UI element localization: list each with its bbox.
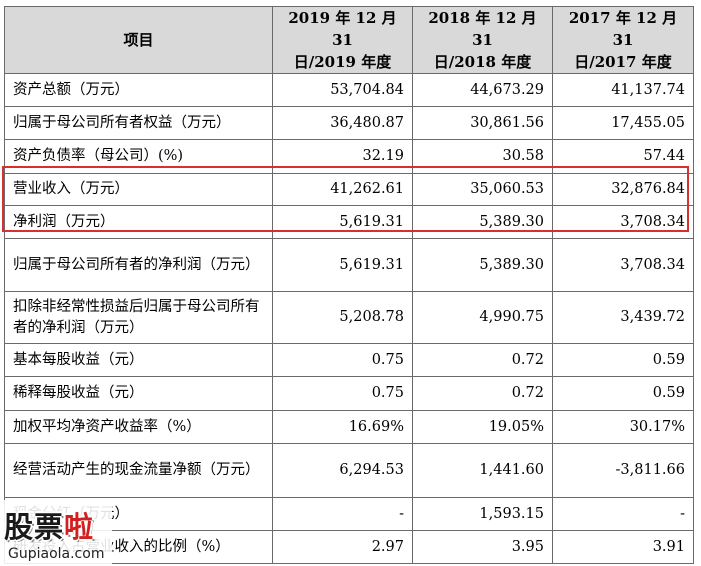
cell-2019: 6,294.53 [272, 443, 413, 498]
table-row: 基本每股收益（元） 0.75 0.72 0.59 [4, 343, 694, 377]
cell-2017: 30.17% [552, 410, 694, 444]
cell-2018: 5,389.30 [412, 238, 553, 292]
cell-2017: 0.59 [552, 376, 694, 411]
cell-2018: 4,990.75 [412, 291, 553, 344]
cell-2018: 0.72 [412, 343, 553, 377]
row-label: 扣除非经常性损益后归属于母公司所有者的净利润（万元） [4, 291, 273, 344]
row-label: 资产负债率（母公司）(%) [4, 139, 273, 174]
cell-2017: 0.59 [552, 343, 694, 377]
cell-2017: 3,708.34 [552, 238, 694, 292]
table-row: 经营活动产生的现金流量净额（万元） 6,294.53 1,441.60 -3,8… [4, 443, 694, 498]
row-label: 基本每股收益（元） [4, 343, 273, 377]
cell-2017: - [552, 497, 694, 531]
row-label: 加权平均净资产收益率（%） [4, 410, 273, 444]
cell-2019: 32.19 [272, 139, 413, 174]
cell-2019: 16.69% [272, 410, 413, 444]
cell-2019: 0.75 [272, 343, 413, 377]
cell-2017: 57.44 [552, 139, 694, 174]
cell-2017: 17,455.05 [552, 106, 694, 140]
header-2019: 2019 年 12 月 31 日/2019 年度 [272, 6, 413, 74]
table-row: 归属于母公司所有者权益（万元） 36,480.87 30,861.56 17,4… [4, 106, 694, 140]
table-row: 稀释每股收益（元） 0.75 0.72 0.59 [4, 376, 694, 411]
cell-2018: 30,861.56 [412, 106, 553, 140]
cell-2019: 2.97 [272, 530, 413, 564]
cell-2019: 5,619.31 [272, 205, 413, 239]
cell-2019: - [272, 497, 413, 531]
table-row-highlighted: 营业收入（万元） 41,262.61 35,060.53 32,876.84 [4, 173, 694, 206]
row-label: 营业收入（万元） [4, 173, 273, 206]
header-2018: 2018 年 12 月 31 日/2018 年度 [412, 6, 553, 74]
cell-2019: 0.75 [272, 376, 413, 411]
row-label: 归属于母公司所有者的净利润（万元） [4, 238, 273, 292]
cell-2018: 35,060.53 [412, 173, 553, 206]
financial-table: 项目 2019 年 12 月 31 日/2019 年度 2018 年 12 月 3… [4, 6, 694, 564]
header-2017: 2017 年 12 月 31 日/2017 年度 [552, 6, 694, 74]
cell-2019: 5,619.31 [272, 238, 413, 292]
row-label: 资产总额（万元） [4, 73, 273, 107]
cell-2017: 3,439.72 [552, 291, 694, 344]
header-item: 项目 [4, 6, 273, 74]
table-row-highlighted: 净利润（万元） 5,619.31 5,389.30 3,708.34 [4, 205, 694, 239]
watermark-title: 股票啦 [4, 510, 95, 544]
cell-2019: 36,480.87 [272, 106, 413, 140]
cell-2018: 3.95 [412, 530, 553, 564]
cell-2018: 1,593.15 [412, 497, 553, 531]
cell-2019: 41,262.61 [272, 173, 413, 206]
cell-2019: 5,208.78 [272, 291, 413, 344]
cell-2017: 3,708.34 [552, 205, 694, 239]
row-label: 净利润（万元） [4, 205, 273, 239]
table-header-row: 项目 2019 年 12 月 31 日/2019 年度 2018 年 12 月 3… [4, 6, 694, 74]
cell-2018: 30.58 [412, 139, 553, 174]
table-row: 加权平均净资产收益率（%） 16.69% 19.05% 30.17% [4, 410, 694, 444]
row-label: 稀释每股收益（元） [4, 376, 273, 411]
cell-2018: 0.72 [412, 376, 553, 411]
row-label: 经营活动产生的现金流量净额（万元） [4, 443, 273, 498]
cell-2018: 19.05% [412, 410, 553, 444]
table-row: 资产总额（万元） 53,704.84 44,673.29 41,137.74 [4, 73, 694, 107]
cell-2018: 5,389.30 [412, 205, 553, 239]
cell-2017: 41,137.74 [552, 73, 694, 107]
cell-2017: 3.91 [552, 530, 694, 564]
cell-2019: 53,704.84 [272, 73, 413, 107]
table-row: 资产负债率（母公司）(%) 32.19 30.58 57.44 [4, 139, 694, 174]
cell-2017: 32,876.84 [552, 173, 694, 206]
cell-2017: -3,811.66 [552, 443, 694, 498]
watermark-logo: 股票啦 Gupiaola.com [0, 500, 112, 566]
table-row: 扣除非经常性损益后归属于母公司所有者的净利润（万元） 5,208.78 4,99… [4, 291, 694, 344]
table-row: 归属于母公司所有者的净利润（万元） 5,619.31 5,389.30 3,70… [4, 238, 694, 292]
watermark-url: Gupiaola.com [8, 546, 105, 562]
cell-2018: 44,673.29 [412, 73, 553, 107]
cell-2018: 1,441.60 [412, 443, 553, 498]
row-label: 归属于母公司所有者权益（万元） [4, 106, 273, 140]
